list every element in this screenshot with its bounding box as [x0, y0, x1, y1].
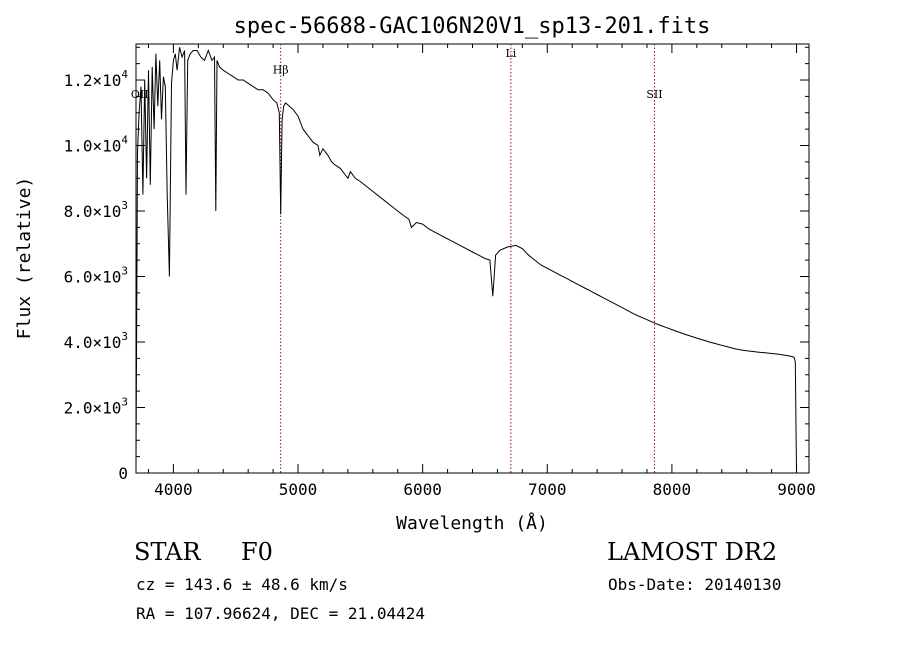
object-type: STAR — [134, 538, 201, 566]
y-tick-label-3: 6.0×103 — [64, 265, 128, 287]
spectrum-line — [135, 47, 797, 474]
spectrum-chart: spec-56688-GAC106N20V1_sp13-201.fits Hβ L… — [14, 14, 816, 534]
x-axis-label: Wavelength (Å) — [396, 512, 548, 534]
redshift-line: cz = 143.6 ± 48.6 km/s — [136, 575, 348, 594]
x-tick-label-4: 8000 — [653, 480, 692, 499]
y-tick-label-6: 1.2×104 — [64, 68, 129, 90]
x-tick-label-2: 6000 — [403, 480, 442, 499]
survey-name: LAMOST DR2 — [607, 538, 778, 566]
x-tick-label-0: 4000 — [154, 480, 193, 499]
x-tick-label-3: 7000 — [528, 480, 567, 499]
coordinates-line: RA = 107.96624, DEC = 21.04424 — [136, 604, 425, 623]
spectral-subclass: F0 — [241, 538, 273, 566]
y-tick-label-2: 4.0×103 — [64, 330, 128, 352]
x-tick-label-1: 5000 — [279, 480, 318, 499]
y-tick-label-4: 8.0×103 — [64, 199, 128, 221]
chart-title: spec-56688-GAC106N20V1_sp13-201.fits — [234, 14, 711, 39]
y-axis-label: Flux (relative) — [14, 177, 35, 340]
marker-label-1: Li — [505, 47, 516, 60]
x-tick-label-5: 9000 — [777, 480, 816, 499]
marker-label-0: Hβ — [273, 63, 289, 76]
y-tick-label-5: 1.0×104 — [64, 134, 129, 156]
obs-date-line: Obs-Date: 20140130 — [608, 575, 782, 594]
axis-ticks: 4000 5000 6000 7000 8000 9000 0 2.0×103 4.0×103 6… — [64, 44, 816, 499]
y-tick-label-0: 0 — [118, 464, 128, 483]
y-tick-label-1: 2.0×103 — [64, 396, 128, 418]
plot-frame — [135, 43, 810, 474]
marker-label-2: SII — [646, 88, 662, 101]
